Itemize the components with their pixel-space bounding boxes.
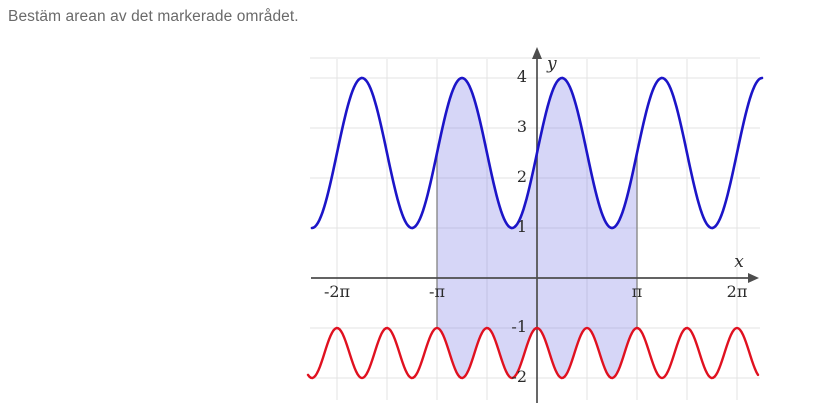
lower-red-curve — [306, 326, 760, 380]
problem-title: Bestäm arean av det markerade området. — [8, 8, 299, 25]
y-tick-label: 4 — [517, 67, 527, 86]
x-axis-label: x — [734, 252, 744, 272]
x-tick-label: 2π — [727, 282, 748, 301]
x-tick-label: -π — [429, 282, 445, 301]
y-tick-label: -2 — [511, 367, 527, 386]
y-axis-label: y — [546, 54, 557, 74]
y-tick-label: 1 — [517, 217, 527, 236]
x-tick-label: -2π — [324, 282, 350, 301]
tick-labels: x y -2π -π π 2π 4 3 2 1 -1 -2 — [324, 54, 747, 386]
curves — [306, 76, 764, 380]
y-tick-label: 3 — [517, 117, 527, 136]
x-tick-label: π — [632, 282, 643, 301]
x-axis-arrow-icon — [748, 273, 759, 283]
axes — [311, 47, 759, 403]
y-tick-label: 2 — [517, 167, 527, 186]
upper-blue-curve — [310, 76, 764, 230]
y-tick-label: -1 — [511, 317, 527, 336]
y-axis-arrow-icon — [532, 47, 542, 59]
